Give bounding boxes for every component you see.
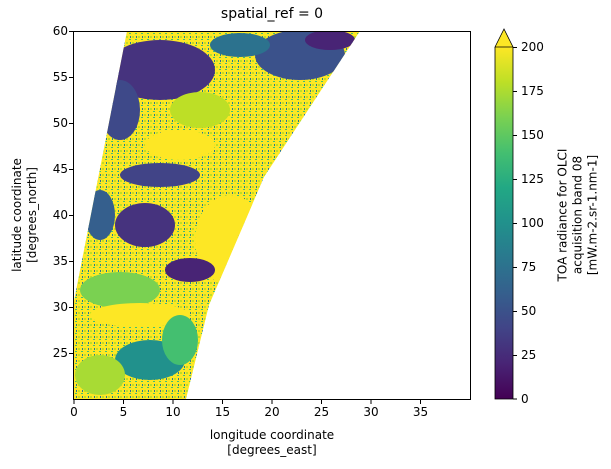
x-tick-label: 10: [165, 405, 181, 419]
x-tick-label: 5: [119, 405, 128, 419]
y-tick-label: 35: [52, 254, 68, 268]
colorbar-label-line2: acquisition band 08: [570, 155, 585, 275]
y-tick-label: 25: [52, 346, 68, 360]
y-tick-label: 60: [52, 24, 68, 38]
y-tick-label: 30: [52, 300, 68, 314]
colorbar: [494, 28, 517, 400]
colorbar-tick-label: 75: [521, 260, 537, 274]
x-tick-label: 25: [313, 405, 330, 419]
x-axis-label-line1: longitude coordinate: [209, 428, 335, 442]
colorbar-tick-label: 100: [521, 216, 544, 230]
colorbar-tick-label: 200: [521, 40, 544, 54]
x-axis-label-line2: [degrees_east]: [227, 443, 317, 457]
x-tick-label: 30: [363, 405, 379, 419]
x-tick-label: 0: [70, 405, 78, 419]
x-ticks: [73, 400, 421, 404]
colorbar-tick-label: 50: [521, 304, 537, 318]
colorbar-tick-label: 0: [521, 392, 529, 406]
colorbar-tick-label: 175: [521, 84, 544, 98]
y-axis-label: latitude coordinate [degrees_north]: [10, 158, 40, 272]
colorbar-tick-label: 125: [521, 172, 544, 186]
y-tick-label: 55: [52, 70, 68, 84]
colorbar-label-line1: TOA radiance for OLCI: [555, 148, 570, 282]
y-tick-label: 50: [52, 116, 68, 130]
y-axis-label-line1: latitude coordinate: [10, 158, 24, 272]
colorbar-label: TOA radiance for OLCI acquisition band 0…: [556, 149, 601, 282]
y-tick-label: 45: [52, 162, 68, 176]
plot-frame: [73, 31, 471, 400]
x-axis-label: longitude coordinate [degrees_east]: [210, 428, 334, 458]
x-tick-label: 35: [412, 405, 429, 419]
colorbar-tick-label: 25: [521, 348, 537, 362]
colorbar-label-line3: [mW.m-2.sr-1.nm-1]: [585, 154, 600, 276]
x-tick-label: 15: [214, 405, 231, 419]
x-tick-label: 20: [264, 405, 280, 419]
swath-image: [73, 31, 360, 399]
y-ticks: [69, 31, 73, 354]
y-tick-label: 40: [52, 208, 68, 222]
colorbar-tick-label: 150: [521, 128, 544, 142]
chart-title: spatial_ref = 0: [220, 6, 324, 22]
y-axis-label-line2: [degrees_north]: [25, 167, 39, 263]
